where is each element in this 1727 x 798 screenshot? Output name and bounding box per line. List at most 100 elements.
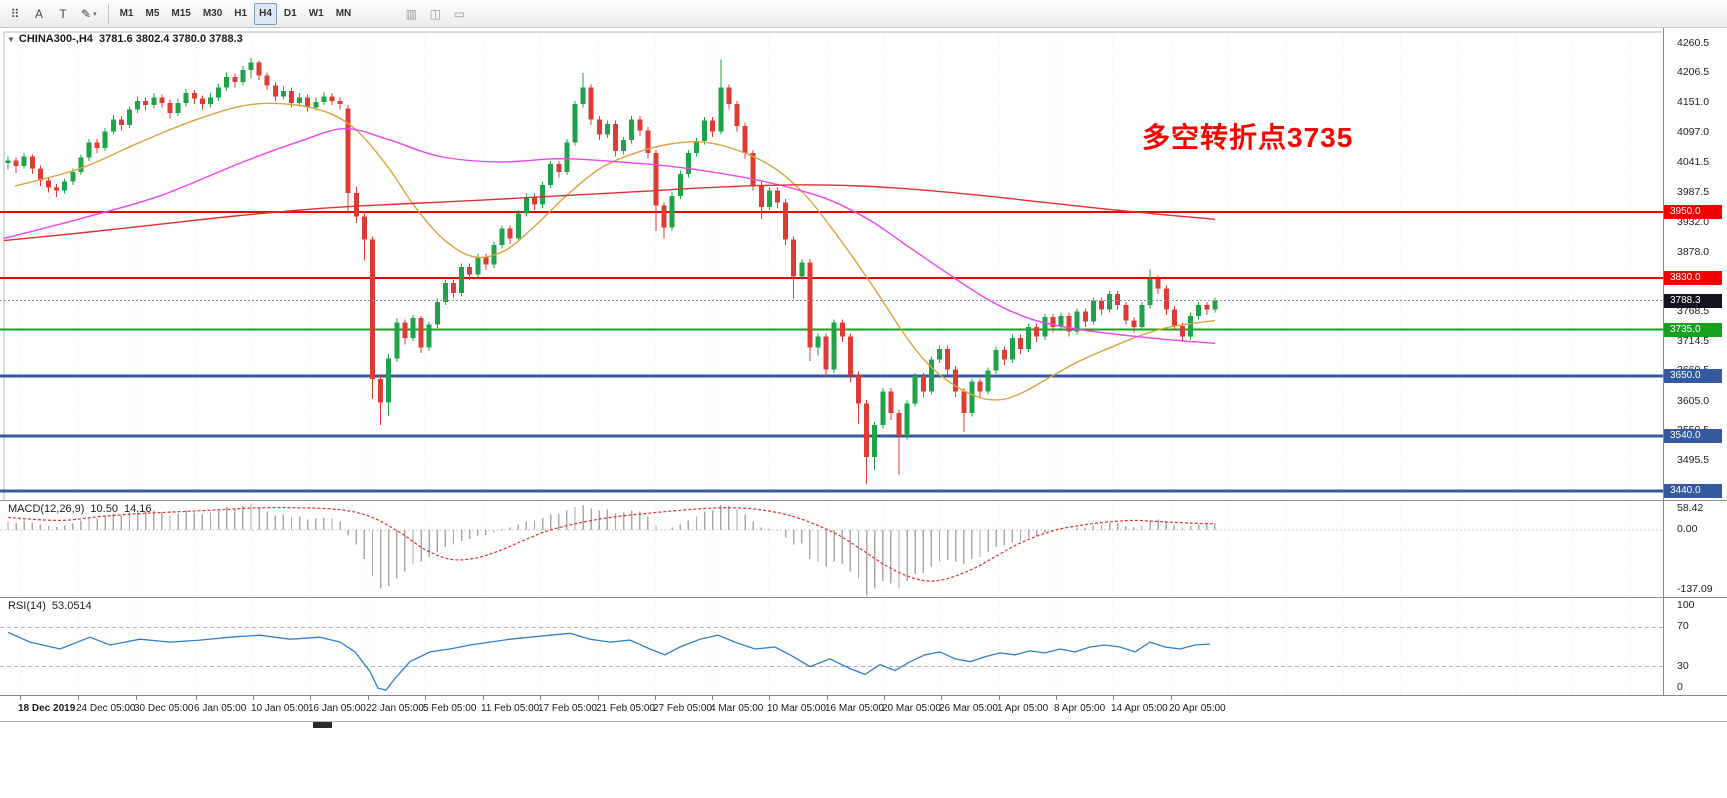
time-axis-tick <box>1171 696 1172 700</box>
time-axis-label: 22 Jan 05:00 <box>366 703 424 714</box>
time-axis-label: 14 Apr 05:00 <box>1111 703 1168 714</box>
time-axis-tick <box>368 696 369 700</box>
toolbar-separator <box>107 3 109 24</box>
text-cursor-tool[interactable]: T <box>59 6 67 21</box>
horizontal-lines-layer[interactable] <box>0 211 1663 493</box>
macd-axis-label: 58.42 <box>1677 502 1704 514</box>
drawing-colors-tool[interactable]: ✎ ▾ <box>81 6 97 21</box>
price-line-badge-3950.0: 3950.0 <box>1664 205 1722 219</box>
timeframe-m15[interactable]: M15 <box>171 8 191 19</box>
rsi-indicator-panel[interactable] <box>0 597 1663 695</box>
time-axis-tick <box>253 696 254 700</box>
chart-area[interactable]: ▼ CHINA300-,H4 3781.6 3802.4 3780.0 3788.… <box>0 28 1727 722</box>
time-axis-tick <box>540 696 541 700</box>
time-axis-tick <box>425 696 426 700</box>
price-line-badge-3830.0: 3830.0 <box>1664 271 1722 285</box>
time-axis-tick <box>999 696 1000 700</box>
panel-separator <box>1664 500 1727 501</box>
bar-chart-type-icon[interactable]: ▥ <box>405 6 417 21</box>
time-axis-tick <box>1056 696 1057 700</box>
time-axis-label: 16 Mar 05:00 <box>825 703 884 714</box>
rsi-axis-label: 30 <box>1677 660 1689 672</box>
price-axis-label: 4097.0 <box>1677 126 1710 138</box>
time-axis-label: 26 Mar 05:00 <box>939 703 998 714</box>
price-line-badge-3540.0: 3540.0 <box>1664 429 1722 443</box>
time-axis-label: 6 Jan 05:00 <box>194 703 247 714</box>
timeframe-h4[interactable]: H4 <box>254 2 277 25</box>
time-axis-tick <box>598 696 599 700</box>
price-axis[interactable]: 4260.5 4206.5 4151.0 4097.0 4041.5 3987.5 3932… <box>1663 28 1727 695</box>
text-annotation-tool[interactable]: A <box>34 6 43 21</box>
rsi-grid <box>0 598 1663 695</box>
timeframe-m5[interactable]: M5 <box>145 8 160 19</box>
macd-name: MACD(12,26,9) <box>8 503 85 515</box>
rsi-axis-label: 70 <box>1677 620 1689 632</box>
price-axis-label: 4260.5 <box>1677 37 1710 49</box>
time-axis-label: 10 Jan 05:00 <box>251 703 309 714</box>
timeframe-d1[interactable]: D1 <box>283 8 297 19</box>
time-axis[interactable]: 18 Dec 2019 24 Dec 05:00 30 Dec 05:00 6 Jan… <box>0 695 1727 722</box>
ma-fast-orange <box>14 102 1216 401</box>
time-axis-tick <box>136 696 137 700</box>
rsi-value: 53.0514 <box>51 600 92 612</box>
chart-drag-handle-icon[interactable]: ⠿ <box>10 6 20 21</box>
timeframe-w1[interactable]: W1 <box>308 8 324 19</box>
horizontal-scrollbar-thumb[interactable] <box>313 722 332 728</box>
time-axis-label: 11 Feb 05:00 <box>481 703 540 714</box>
time-axis-tick <box>884 696 885 700</box>
timeframe-m1[interactable]: M1 <box>119 8 134 19</box>
price-axis-label: 4041.5 <box>1677 156 1710 168</box>
time-axis-tick <box>827 696 828 700</box>
price-axis-label: 3878.0 <box>1677 246 1710 258</box>
timeframe-mn[interactable]: MN <box>335 8 352 19</box>
price-axis-label: 3495.5 <box>1677 454 1710 466</box>
price-line-badge-3650.0: 3650.0 <box>1664 369 1722 383</box>
toolbar-misc-group: ▥ ◫ ▭ <box>399 3 471 25</box>
time-axis-label: 21 Feb 05:00 <box>596 703 655 714</box>
chart-symbol-timeframe: CHINA300-,H4 <box>18 33 93 45</box>
grid-layer <box>3 31 1662 500</box>
rsi-label: RSI(14) 53.0514 <box>8 600 92 612</box>
quote-expand-arrow-icon[interactable]: ▼ <box>7 35 15 44</box>
timeframe-h1[interactable]: H1 <box>234 8 248 19</box>
time-axis-tick <box>769 696 770 700</box>
time-axis-label: 16 Jan 05:00 <box>308 703 366 714</box>
time-axis-label: 20 Apr 05:00 <box>1169 703 1226 714</box>
toolbar-left-group: ⠿ A T ✎ ▾ <box>3 3 103 25</box>
time-axis-label: 5 Feb 05:00 <box>423 703 477 714</box>
current-price-badge: 3788.3 <box>1664 294 1722 308</box>
macd-grid <box>0 501 1663 597</box>
price-axis-label: 4151.0 <box>1677 96 1710 108</box>
line-chart-type-icon[interactable]: ▭ <box>453 6 465 21</box>
macd-signal-line <box>7 506 1216 582</box>
macd-histogram <box>7 503 1216 596</box>
time-axis-label: 24 Dec 05:00 <box>76 703 136 714</box>
ma-slow-red <box>3 184 1216 242</box>
time-axis-label: 20 Mar 05:00 <box>882 703 941 714</box>
time-axis-label: 17 Feb 05:00 <box>538 703 597 714</box>
top-toolbar: ⠿ A T ✎ ▾ M1 M5 M15 M30 H1 H4 D1 W1 MN ▥ ◫ ▭ <box>0 0 1727 28</box>
macd-main-value: 10.50 <box>90 503 118 515</box>
macd-indicator-panel[interactable] <box>0 500 1663 597</box>
main-price-chart[interactable] <box>0 28 1663 500</box>
time-axis-label: 1 Apr 05:00 <box>997 703 1049 714</box>
rsi-axis-label: 100 <box>1677 599 1695 611</box>
time-axis-tick <box>310 696 311 700</box>
candles-layer <box>5 58 1218 485</box>
macd-axis-label: 0.00 <box>1677 523 1698 535</box>
candlestick-chart-type-icon[interactable]: ◫ <box>429 6 441 21</box>
panel-separator <box>1664 597 1727 598</box>
time-axis-label: 27 Feb 05:00 <box>653 703 712 714</box>
timeframe-m30[interactable]: M30 <box>202 8 223 19</box>
price-axis-label: 3714.5 <box>1677 335 1710 347</box>
price-axis-label: 3987.5 <box>1677 186 1710 198</box>
bottom-strip <box>0 722 1727 798</box>
rsi-name: RSI(14) <box>8 600 46 612</box>
time-axis-tick <box>78 696 79 700</box>
macd-label: MACD(12,26,9) 10.50 14.16 <box>8 503 151 515</box>
time-axis-label: 18 Dec 2019 <box>18 703 76 714</box>
time-axis-label: 30 Dec 05:00 <box>134 703 194 714</box>
chart-title: ▼ CHINA300-,H4 3781.6 3802.4 3780.0 3788.… <box>7 33 243 45</box>
time-axis-label: 10 Mar 05:00 <box>767 703 826 714</box>
time-axis-tick <box>712 696 713 700</box>
